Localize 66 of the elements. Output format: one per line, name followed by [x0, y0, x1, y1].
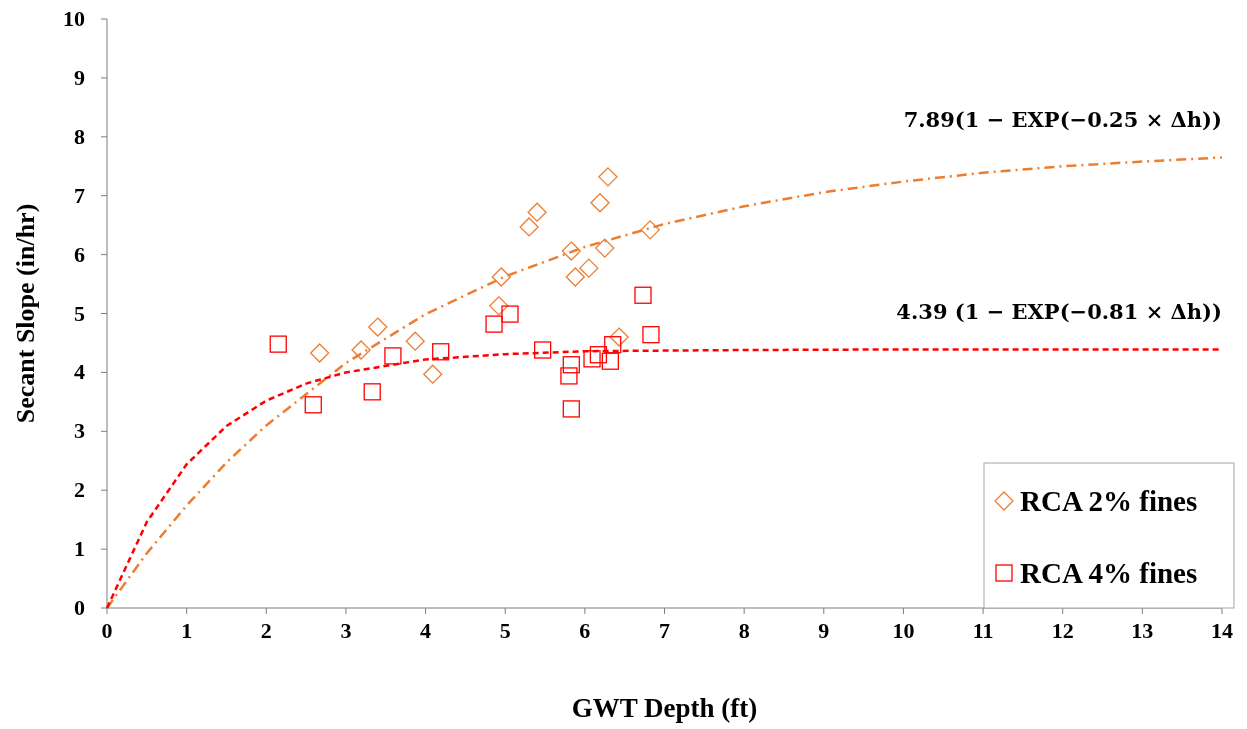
y-tick-label: 1: [74, 536, 85, 562]
y-tick-label: 4: [74, 359, 85, 385]
point: [519, 217, 539, 237]
x-tick-label: 13: [1131, 618, 1154, 643]
point: [595, 238, 615, 258]
point: [565, 267, 585, 287]
point: [598, 167, 618, 187]
y-tick-label: 8: [74, 123, 85, 149]
point: [423, 364, 443, 384]
annotation: 4.39 (1 − EXP(−0.81 × Δh)): [896, 299, 1222, 325]
point: [601, 352, 619, 370]
point: [589, 346, 608, 364]
point: [384, 347, 402, 365]
point: [642, 326, 660, 344]
y-tick-label: 3: [74, 418, 85, 444]
y-tick-label: 9: [74, 64, 85, 90]
point: [560, 367, 578, 385]
point: [562, 356, 580, 374]
point: [562, 400, 580, 418]
x-tick-label: 7: [659, 618, 670, 643]
x-axis-title: GWT Depth (ft): [571, 693, 758, 723]
point: [363, 383, 381, 401]
x-tick-label: 4: [420, 618, 432, 643]
point: [604, 336, 622, 354]
point: [491, 267, 511, 287]
point: [485, 315, 503, 333]
y-tick-label: 0: [74, 595, 85, 620]
point: [351, 340, 371, 360]
x-tick-label: 14: [1211, 618, 1233, 643]
point: [583, 350, 601, 368]
x-tick-label: 1: [181, 618, 193, 643]
x-tick-label: 8: [738, 618, 750, 643]
x-tick-label: 12: [1051, 618, 1074, 643]
point: [489, 296, 509, 316]
x-tick-label: 9: [818, 618, 830, 643]
point: [304, 396, 322, 414]
point: [590, 193, 610, 213]
y-tick-label: 2: [74, 477, 85, 503]
point: [527, 202, 547, 222]
x-tick-label: 10: [892, 618, 915, 643]
y-tick-label: 10: [63, 6, 85, 31]
x-tick-label: 3: [340, 618, 352, 643]
x-tick-label: 11: [972, 618, 994, 643]
point: [269, 335, 287, 353]
point: [432, 343, 450, 361]
point: [640, 220, 660, 240]
y-tick-label: 7: [74, 182, 85, 208]
x-tick-label: 5: [499, 618, 511, 643]
annotation: 7.89(1 − EXP(−0.25 × Δh)): [903, 107, 1222, 133]
y-tick-label: 6: [74, 241, 85, 267]
legend-label: RCA 2% fines: [1020, 485, 1198, 517]
legend-label: RCA 4% fines: [1020, 557, 1198, 589]
y-axis-title: Secant Slope (in/hr): [11, 203, 40, 424]
point: [579, 258, 599, 278]
point: [534, 341, 552, 359]
point: [368, 317, 388, 337]
x-tick-label: 0: [101, 618, 113, 643]
y-tick-label: 5: [74, 300, 85, 326]
point: [405, 331, 425, 351]
point: [561, 241, 581, 261]
point: [310, 343, 330, 363]
point: [634, 286, 652, 304]
x-tick-label: 2: [260, 618, 272, 643]
point: [609, 327, 629, 347]
point: [501, 305, 519, 323]
x-tick-label: 6: [579, 618, 591, 643]
